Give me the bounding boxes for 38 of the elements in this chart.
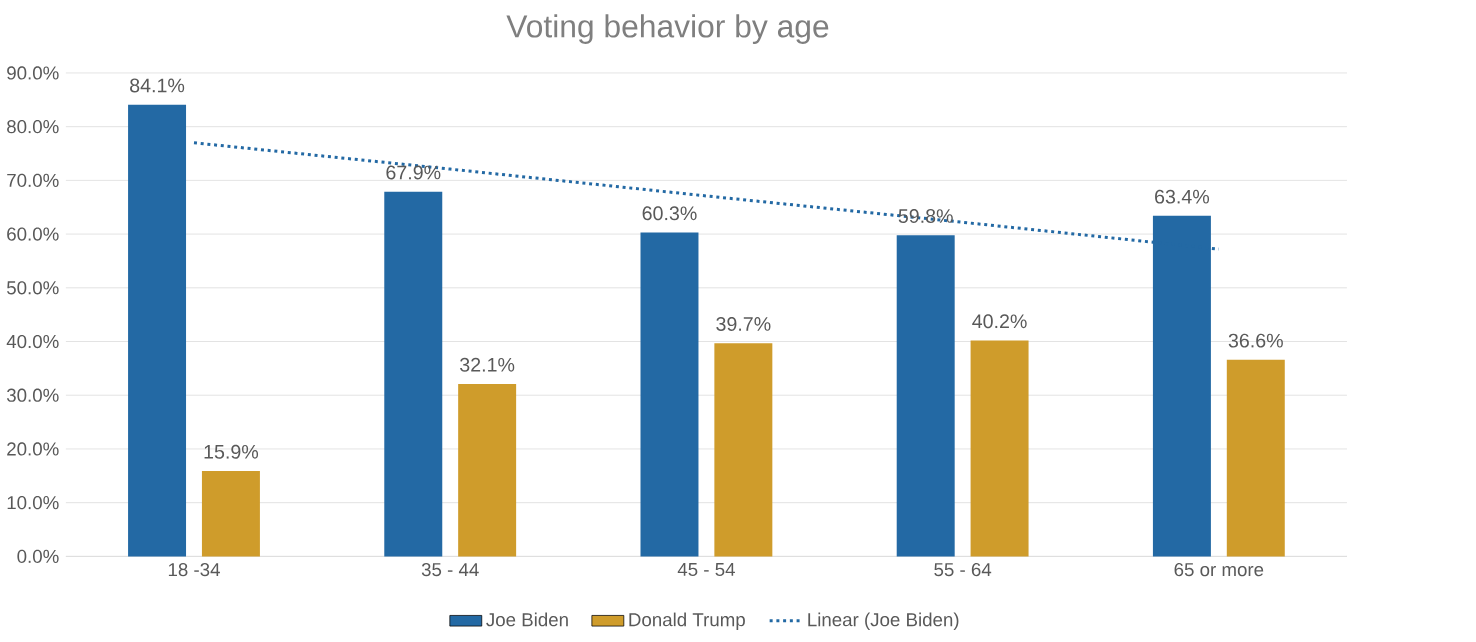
data-label: 63.4% — [1155, 189, 1210, 204]
x-tick-label: 55 - 64 — [934, 562, 992, 577]
data-label: 59.8% — [898, 208, 953, 223]
x-tick-label: 35 - 44 — [421, 562, 479, 577]
y-tick-label: 80.0% — [7, 119, 59, 134]
bar — [458, 383, 517, 557]
y-tick-label: 60.0% — [7, 227, 59, 241]
bar — [201, 470, 260, 557]
bar — [640, 232, 699, 557]
bar — [896, 234, 955, 557]
x-tick-label: 65 or more — [1174, 562, 1264, 577]
data-label: 40.2% — [972, 314, 1027, 329]
data-label: 84.1% — [130, 78, 185, 93]
y-tick-label: 90.0% — [7, 66, 59, 80]
data-label: 60.3% — [642, 206, 697, 221]
bar — [1226, 359, 1285, 557]
y-tick-label: 30.0% — [6, 388, 59, 402]
legend-label: Joe Biden — [486, 612, 568, 627]
y-tick-label: 50.0% — [7, 280, 59, 295]
data-label: 32.1% — [460, 357, 515, 372]
bar — [714, 342, 773, 557]
x-tick-label: 18 -34 — [168, 562, 220, 577]
legend-label: Donald Trump — [629, 612, 745, 630]
bar — [128, 104, 187, 557]
legend-label: Linear (Joe Biden) — [808, 612, 959, 630]
chart-title: Voting behavior by age — [506, 14, 829, 44]
x-tick-label: 45 - 54 — [677, 562, 735, 576]
data-label: 39.7% — [716, 316, 771, 331]
bar — [970, 340, 1029, 557]
y-tick-label: 0.0% — [17, 549, 59, 563]
data-label: 15.9% — [204, 444, 259, 459]
data-label: 67.9% — [386, 165, 441, 180]
data-label: 36.6% — [1228, 333, 1283, 348]
y-tick-label: 20.0% — [7, 442, 59, 456]
bar — [384, 191, 443, 557]
y-tick-label: 70.0% — [7, 173, 59, 187]
y-tick-label: 10.0% — [7, 495, 59, 510]
y-tick-label: 40.0% — [6, 334, 59, 348]
